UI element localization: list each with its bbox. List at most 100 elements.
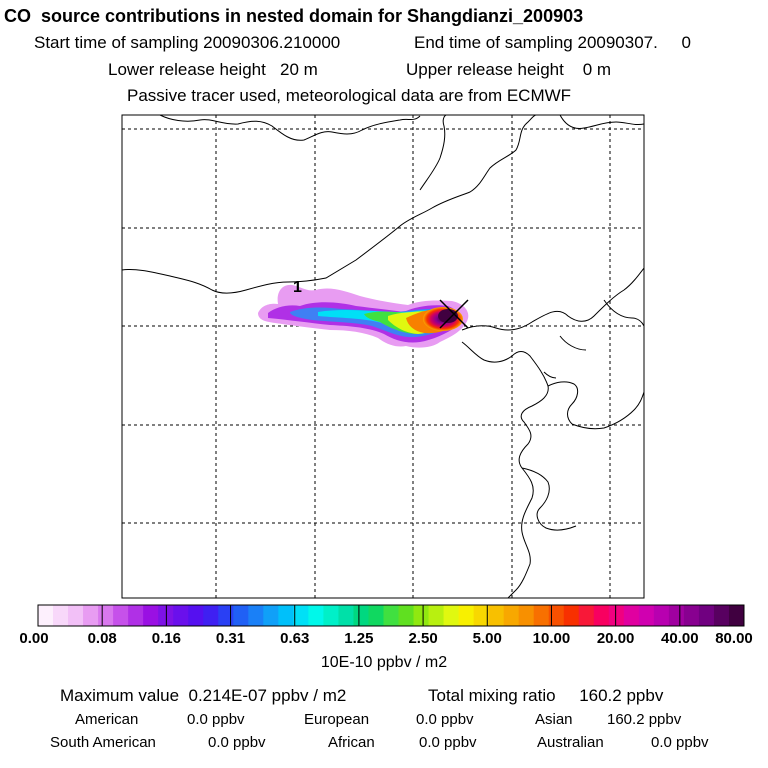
colorbar-cell — [683, 605, 700, 626]
colorbar-cell — [518, 605, 535, 626]
total-mixing-ratio: Total mixing ratio 160.2 ppbv — [428, 686, 663, 706]
region-value: 0.0 ppbv — [208, 734, 266, 751]
colorbar-cell — [428, 605, 445, 626]
colorbar-cell — [263, 605, 279, 626]
colorbar-cell — [188, 605, 204, 626]
colorbar-cell — [563, 605, 580, 626]
region-name: South American — [50, 734, 156, 751]
colorbar-cell — [323, 605, 339, 626]
colorbar-cell — [98, 605, 114, 626]
lower-label: Lower release height — [108, 60, 266, 79]
max-value-text: 0.214E-07 ppbv / m2 — [188, 686, 347, 705]
colorbar-cell — [128, 605, 144, 626]
colorbar-cell — [533, 605, 550, 626]
colorbar-cell — [53, 605, 69, 626]
colorbar-tick-label: 10.00 — [532, 630, 571, 647]
upper-label: Upper release height — [406, 60, 564, 79]
trajectory-marker-label: 1 — [293, 279, 302, 296]
colorbar-cell — [398, 605, 415, 626]
colorbar-cell — [353, 605, 369, 626]
colorbar-cell — [218, 605, 234, 626]
region-value: 0.0 ppbv — [419, 734, 477, 751]
colorbar-cell — [473, 605, 490, 626]
colorbar-tick-label: 0.16 — [151, 630, 181, 647]
colorbar-cell — [248, 605, 264, 626]
colorbar-cell — [68, 605, 84, 626]
colorbar-cell — [503, 605, 520, 626]
colorbar-tick-label: 80.00 — [715, 630, 753, 647]
map-area — [122, 115, 644, 598]
colorbar-tick-label: 1.25 — [344, 630, 374, 647]
end-label: End time of sampling — [414, 33, 573, 52]
colorbar-tick-label: 5.00 — [472, 630, 502, 647]
colorbar-tick-label: 0.31 — [215, 630, 246, 647]
region-value: 0.0 ppbv — [651, 734, 709, 751]
colorbar-cell — [443, 605, 460, 626]
colorbar-cell — [203, 605, 219, 626]
colorbar-tick-label: 20.00 — [596, 630, 635, 647]
x-icon — [439, 299, 469, 329]
colorbar-cell — [173, 605, 189, 626]
upper-height: Upper release height 0 m — [406, 60, 611, 80]
region-name: Australian — [537, 734, 604, 751]
colorbar-tick-label: 0.08 — [87, 630, 117, 647]
region-name: European — [304, 711, 370, 728]
region-name: Asian — [535, 711, 573, 728]
colorbar-cell — [413, 605, 430, 626]
end-time: End time of sampling 20090307. 0 — [414, 33, 691, 53]
grid-lines — [122, 115, 644, 598]
end-value: 20090307. 0 — [577, 33, 691, 52]
region-name: African — [328, 734, 375, 751]
colorbar-cell — [308, 605, 324, 626]
colorbar-frame — [37, 604, 745, 627]
colorbar-cell — [668, 605, 685, 626]
colorbar-cell — [293, 605, 309, 626]
colorbar-cell — [488, 605, 505, 626]
max-label: Maximum value — [60, 686, 180, 705]
colorbar-cell — [368, 605, 384, 626]
colorbar-cell — [608, 605, 625, 626]
colorbar-cell — [638, 605, 655, 626]
upper-value: 0 m — [582, 60, 612, 79]
region-value: 0.0 ppbv — [416, 711, 474, 728]
colorbar-tick-label: 2.50 — [408, 630, 438, 647]
lower-height: Lower release height 20 m — [108, 60, 318, 80]
colorbar-cell — [653, 605, 670, 626]
colorbar-cell — [83, 605, 99, 626]
start-time: Start time of sampling 20090306.210000 — [34, 33, 340, 53]
colorbar-cell — [728, 605, 745, 626]
colorbar-cell — [458, 605, 475, 626]
colorbar-cell — [593, 605, 610, 626]
colorbar — [38, 605, 745, 626]
colorbar-cell — [578, 605, 595, 626]
lower-value: 20 m — [280, 60, 318, 79]
colorbar-cell — [548, 605, 565, 626]
colorbar-cell — [38, 605, 54, 626]
colorbar-cell — [698, 605, 715, 626]
colorbar-tick-label: 40.00 — [661, 630, 699, 647]
start-value: 20090306.210000 — [203, 33, 341, 52]
colorbar-cell — [278, 605, 294, 626]
colorbar-tick-label: 0.63 — [280, 630, 310, 647]
region-name: American — [75, 711, 139, 728]
total-value: 160.2 ppbv — [579, 686, 664, 705]
tracer-plume — [258, 284, 469, 348]
start-label: Start time of sampling — [34, 33, 199, 52]
boundaries — [122, 115, 644, 598]
colorbar-unit: 10E-10 ppbv / m2 — [320, 654, 448, 671]
colorbar-tick-label: 0.00 — [19, 630, 49, 647]
total-label: Total mixing ratio — [428, 686, 556, 705]
colorbar-cell — [233, 605, 249, 626]
plot-title: CO source contributions in nested domain… — [4, 6, 584, 26]
colorbar-cell — [713, 605, 730, 626]
max-value: Maximum value 0.214E-07 ppbv / m2 — [60, 686, 346, 706]
region-value: 160.2 ppbv — [607, 711, 682, 728]
map-frame — [121, 114, 645, 599]
colorbar-cell — [113, 605, 129, 626]
colorbar-cell — [623, 605, 640, 626]
tracer-note: Passive tracer used, meteorological data… — [127, 86, 572, 105]
colorbar-cell — [338, 605, 354, 626]
region-value: 0.0 ppbv — [187, 711, 245, 728]
colorbar-cell — [383, 605, 400, 626]
